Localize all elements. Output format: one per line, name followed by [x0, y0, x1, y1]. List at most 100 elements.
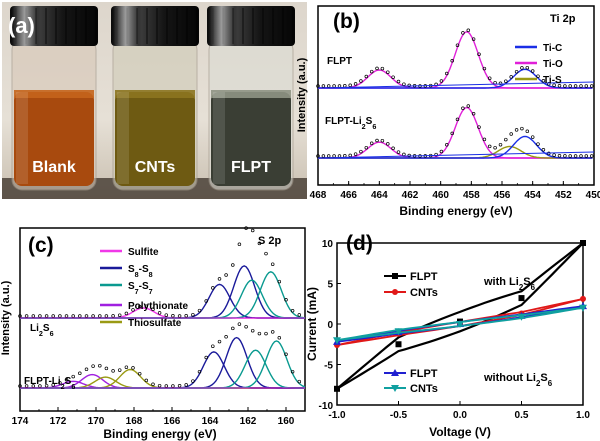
trace-label: FLPT-Li2S6: [24, 376, 75, 391]
vial-liquid: [115, 92, 195, 186]
iv-curve: [336, 242, 584, 390]
panel-c-plot: 174 172 170 168 166 164 162 160 Sulfite S8-S8 S7-S…: [12, 226, 306, 427]
data-point: [391, 146, 395, 151]
data-point: [326, 154, 331, 158]
vial-meniscus: [211, 90, 291, 98]
data-point: [290, 309, 295, 313]
data-point: [177, 384, 182, 388]
data-point: [177, 314, 182, 318]
data-point: [31, 314, 36, 318]
data-point: [337, 84, 342, 88]
x-tick-label: 450: [586, 190, 600, 201]
data-point: [217, 277, 222, 281]
data-point: [434, 152, 438, 157]
data-point: [359, 149, 363, 154]
x-tick-label: 454: [524, 190, 541, 201]
y-tick-label: -5: [324, 361, 333, 372]
data-point: [517, 313, 526, 321]
data-point: [224, 335, 228, 339]
legend-label: FLPT: [410, 271, 438, 283]
data-point: [504, 137, 508, 142]
data-point: [509, 132, 513, 136]
data-point: [51, 314, 55, 318]
data-point: [482, 66, 487, 71]
data-point: [316, 84, 320, 88]
y-tick-label: 0: [327, 320, 333, 331]
data-point: [369, 69, 374, 74]
vial-group: Blank CNTs FLPT: [10, 6, 295, 191]
data-point: [482, 137, 487, 142]
data-point: [547, 82, 551, 86]
data-point: [579, 304, 587, 312]
data-point: [104, 366, 109, 371]
panel-b-ylabel: Intensity (a.u.): [296, 57, 308, 132]
data-point: [231, 263, 235, 267]
panel-c-title: S 2p: [258, 235, 282, 247]
data-point: [316, 154, 320, 158]
data-point: [579, 154, 583, 158]
x-tick-label: 1.0: [576, 410, 590, 421]
data-point: [450, 131, 454, 136]
component-peak: [318, 68, 593, 89]
data-point: [244, 324, 248, 329]
data-point: [144, 378, 149, 383]
data-point: [461, 106, 465, 111]
legend-label: S7-S7: [128, 281, 153, 296]
data-point: [552, 83, 556, 87]
data-point: [477, 52, 481, 56]
panel-c-ylabel: Intensity (a.u.): [0, 280, 12, 355]
data-point: [117, 313, 122, 317]
data-point: [321, 154, 326, 158]
data-point: [536, 142, 540, 146]
vial: CNTs: [111, 6, 199, 191]
panel-c-label: (c): [28, 234, 54, 257]
data-point: [395, 341, 402, 348]
panel-b-chart: 468 466 464 462 460 458 456 454 452 450 Ti-C Ti-O Ti…: [296, 5, 600, 218]
component-peak: [20, 336, 305, 389]
data-point: [369, 141, 374, 146]
data-point: [498, 142, 503, 147]
data-point: [44, 314, 49, 318]
data-point: [117, 368, 122, 372]
data-point: [24, 384, 29, 388]
data-point: [589, 154, 594, 158]
data-point: [144, 304, 149, 309]
vial-liquid: [14, 92, 94, 186]
data-point: [58, 381, 62, 385]
vial-label: CNTs: [135, 159, 176, 176]
vial-label: FLPT: [231, 159, 271, 176]
data-point: [487, 76, 492, 80]
x-tick-label: 460: [432, 190, 449, 201]
panel-c-xlabel: Binding energy (eV): [103, 427, 216, 441]
y-tick-label: 10: [322, 239, 334, 250]
panel-a-label: (a): [8, 13, 35, 38]
data-point: [64, 378, 69, 382]
x-tick-label: 174: [12, 416, 29, 427]
data-point: [284, 352, 288, 357]
data-point: [348, 83, 352, 88]
data-point: [231, 326, 235, 331]
data-point: [471, 37, 476, 41]
data-point: [359, 79, 363, 83]
data-point: [38, 314, 42, 318]
x-tick-label: 166: [164, 416, 181, 427]
data-point: [197, 369, 202, 374]
data-point: [91, 314, 95, 318]
data-point: [439, 79, 444, 83]
data-point: [197, 308, 202, 313]
panel-c-chart: 174 172 170 168 166 164 162 160 Sulfite S8-S8 S7-S…: [0, 226, 306, 441]
data-point: [78, 314, 82, 318]
data-point: [333, 337, 341, 345]
baseline: [317, 151, 595, 159]
data-point: [24, 314, 29, 318]
legend-marker: [391, 369, 399, 376]
data-point: [84, 367, 89, 372]
data-point: [391, 75, 395, 79]
data-point: [18, 384, 22, 388]
data-point: [64, 314, 69, 318]
data-point: [184, 314, 188, 318]
data-point: [31, 384, 36, 388]
data-point: [439, 149, 444, 154]
data-point: [375, 66, 379, 71]
y-tick-label: -10: [319, 401, 334, 412]
